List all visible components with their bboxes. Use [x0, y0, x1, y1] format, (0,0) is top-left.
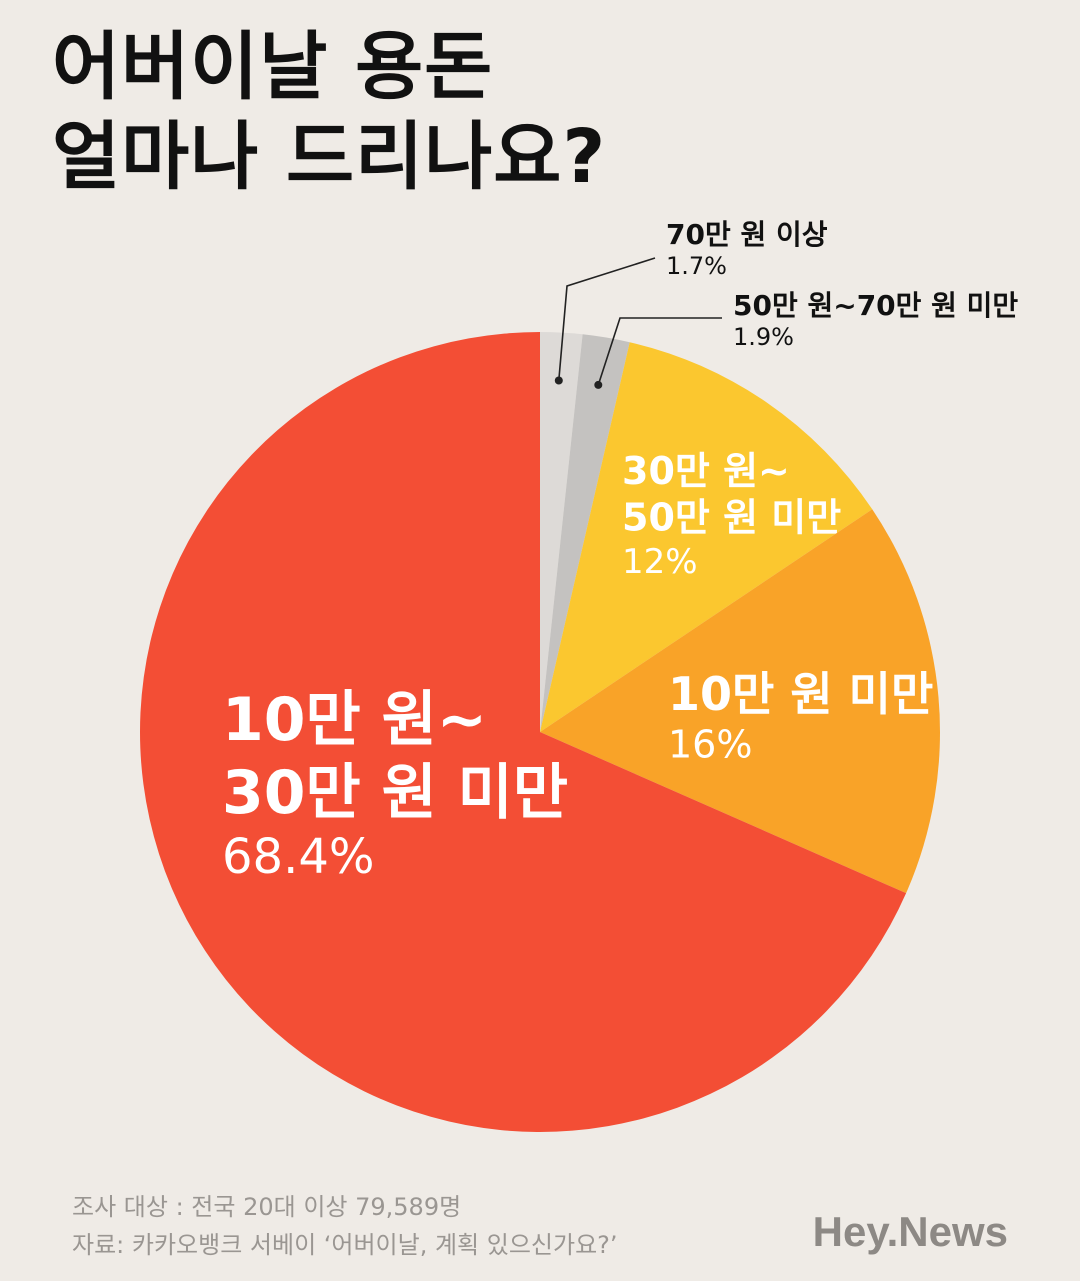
pie-slice-3: [540, 509, 941, 894]
slice-label-3: 10만 원 미만: [668, 667, 933, 721]
brand-logo: Hey.News: [812, 1208, 1008, 1255]
leader-line-1: [597, 317, 722, 386]
slice-value-4: 68.4%: [222, 829, 374, 885]
title-line-1: 어버이날 용돈: [52, 24, 494, 110]
leader-line-0: [558, 257, 656, 381]
pie-slice-4: [140, 332, 907, 1132]
slice-value-2: 12%: [622, 542, 698, 582]
slice-label-4: 10만 원~ 30만 원 미만: [222, 685, 568, 828]
slice-value-1: 1.9%: [733, 323, 794, 351]
pie-slice-0: [540, 332, 583, 732]
source-note: 자료: 카카오뱅크 서베이 ‘어버이날, 계획 있으신가요?’: [72, 1231, 618, 1259]
pie-slice-1: [540, 334, 630, 732]
slice-label-1: 50만 원~70만 원 미만: [733, 289, 1018, 322]
slice-value-0: 1.7%: [666, 252, 727, 280]
title-line-2: 얼마나 드리나요?: [52, 114, 607, 200]
pie-slice-2: [540, 342, 873, 732]
slice-label-0: 70만 원 이상: [666, 218, 828, 251]
slice-value-3: 16%: [668, 723, 752, 767]
survey-note: 조사 대상 : 전국 20대 이상 79,589명: [72, 1193, 462, 1221]
page-title: 어버이날 용돈 얼마나 드리나요?: [52, 22, 606, 202]
slice-label-2: 30만 원~ 50만 원 미만: [622, 449, 841, 539]
footer: 조사 대상 : 전국 20대 이상 79,589명 자료: 카카오뱅크 서베이 …: [72, 1188, 618, 1264]
